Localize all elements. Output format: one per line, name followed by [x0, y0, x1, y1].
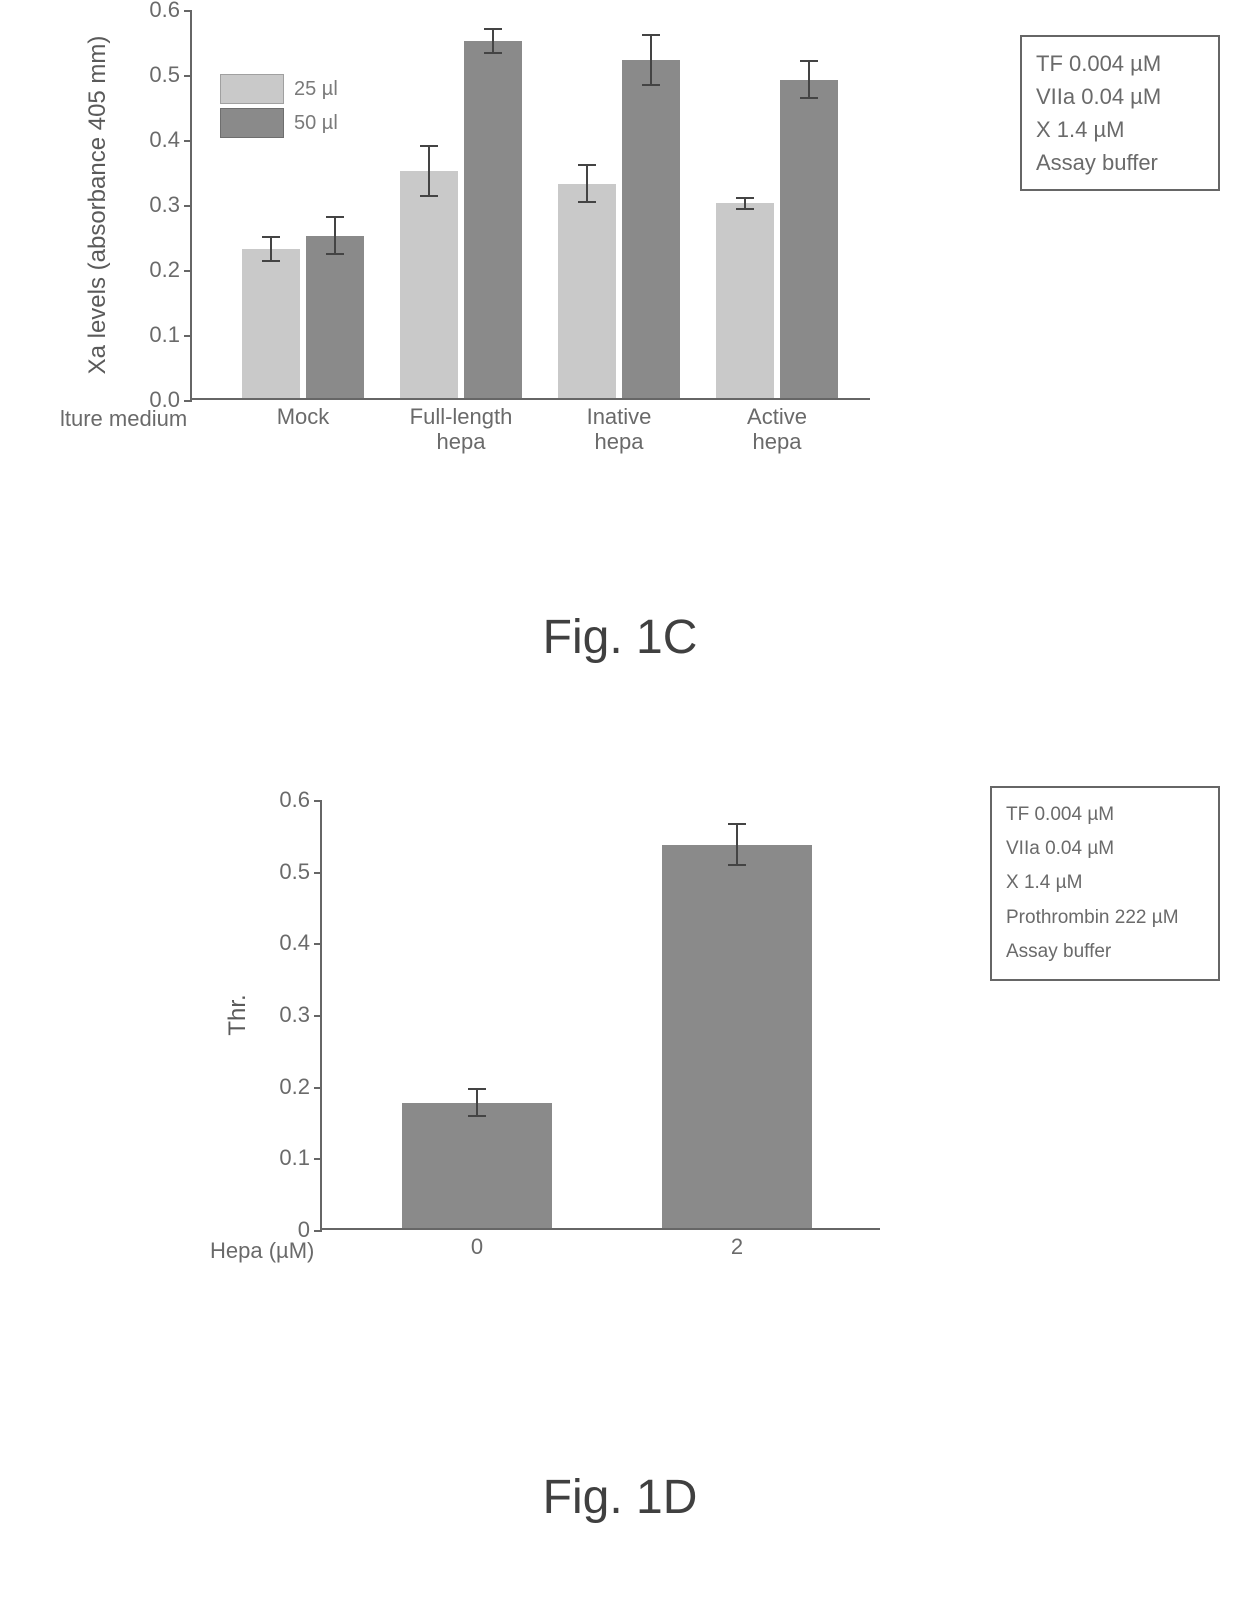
legend-line: VIIa 0.04 µM [1006, 832, 1204, 866]
error-bar [334, 216, 336, 255]
bar [402, 1103, 552, 1228]
ytick-label: 0.4 [279, 930, 322, 956]
x-category-label: Activehepa [747, 398, 807, 455]
bar [400, 171, 458, 399]
ytick-label: 0.5 [149, 62, 192, 88]
ytick-label: 0.1 [149, 322, 192, 348]
ytick-label: 0.3 [279, 1002, 322, 1028]
chart-1c-side-legend: TF 0.004 µMVIIa 0.04 µMX 1.4 µMAssay buf… [1020, 35, 1220, 191]
legend-item: 50 µl [220, 108, 338, 138]
error-bar [744, 197, 746, 210]
x-category-label: 2 [731, 1228, 743, 1259]
ytick-label: 0.6 [279, 787, 322, 813]
chart-1d-side-legend: TF 0.004 µMVIIa 0.04 µMX 1.4 µMProthromb… [990, 786, 1220, 981]
error-bar [492, 28, 494, 54]
legend-line: VIIa 0.04 µM [1036, 80, 1204, 113]
chart-1c-xleft-label: lture medium [60, 406, 187, 432]
ytick-label: 0.6 [149, 0, 192, 23]
chart-1d-plot: 00.10.20.30.40.50.6Thr.02 [320, 800, 880, 1230]
legend-line: Prothrombin 222 µM [1006, 901, 1204, 935]
legend-label: 50 µl [294, 112, 338, 135]
bar [242, 249, 300, 399]
bar [306, 236, 364, 399]
y-axis-label: Thr. [224, 994, 252, 1035]
legend-line: TF 0.004 µM [1036, 47, 1204, 80]
bar [464, 41, 522, 399]
bar [622, 60, 680, 398]
legend-swatch [220, 74, 284, 104]
ytick-label: 0.3 [149, 192, 192, 218]
legend-line: Assay buffer [1006, 935, 1204, 969]
ytick-label: 0.5 [279, 859, 322, 885]
ytick-label: 0.2 [149, 257, 192, 283]
x-category-label: Mock [277, 398, 330, 429]
fig-1c-caption: Fig. 1C [0, 610, 1240, 665]
error-bar [270, 236, 272, 262]
x-category-label: Full-lengthhepa [410, 398, 513, 455]
error-bar [428, 145, 430, 197]
error-bar [736, 823, 738, 866]
error-bar [808, 60, 810, 99]
chart-1c-plot: 0.00.10.20.30.40.50.6Xa levels (absorban… [190, 10, 870, 400]
x-category-label: 0 [471, 1228, 483, 1259]
error-bar [476, 1088, 478, 1117]
ytick-label: 0.4 [149, 127, 192, 153]
legend-swatch [220, 108, 284, 138]
error-bar [586, 164, 588, 203]
legend-item: 25 µl [220, 74, 338, 104]
chart-1c-inset-legend: 25 µl 50 µl [220, 70, 338, 142]
legend-line: X 1.4 µM [1006, 866, 1204, 900]
chart-1d-xlabel: Hepa (µM) [210, 1238, 314, 1264]
ytick-label: 0.1 [279, 1145, 322, 1171]
bar [780, 80, 838, 399]
legend-label: 25 µl [294, 78, 338, 101]
bar [662, 845, 812, 1228]
bar [716, 203, 774, 398]
ytick-label: 0.2 [279, 1074, 322, 1100]
y-axis-label: Xa levels (absorbance 405 mm) [84, 36, 112, 375]
legend-line: TF 0.004 µM [1006, 798, 1204, 832]
legend-line: Assay buffer [1036, 146, 1204, 179]
chart-1c: 0.00.10.20.30.40.50.6Xa levels (absorban… [60, 10, 1020, 530]
error-bar [650, 34, 652, 86]
chart-1d: 00.10.20.30.40.50.6Thr.02 Hepa (µM) [210, 800, 970, 1360]
bar [558, 184, 616, 399]
legend-line: X 1.4 µM [1036, 113, 1204, 146]
fig-1d-caption: Fig. 1D [0, 1470, 1240, 1525]
x-category-label: Inativehepa [587, 398, 652, 455]
